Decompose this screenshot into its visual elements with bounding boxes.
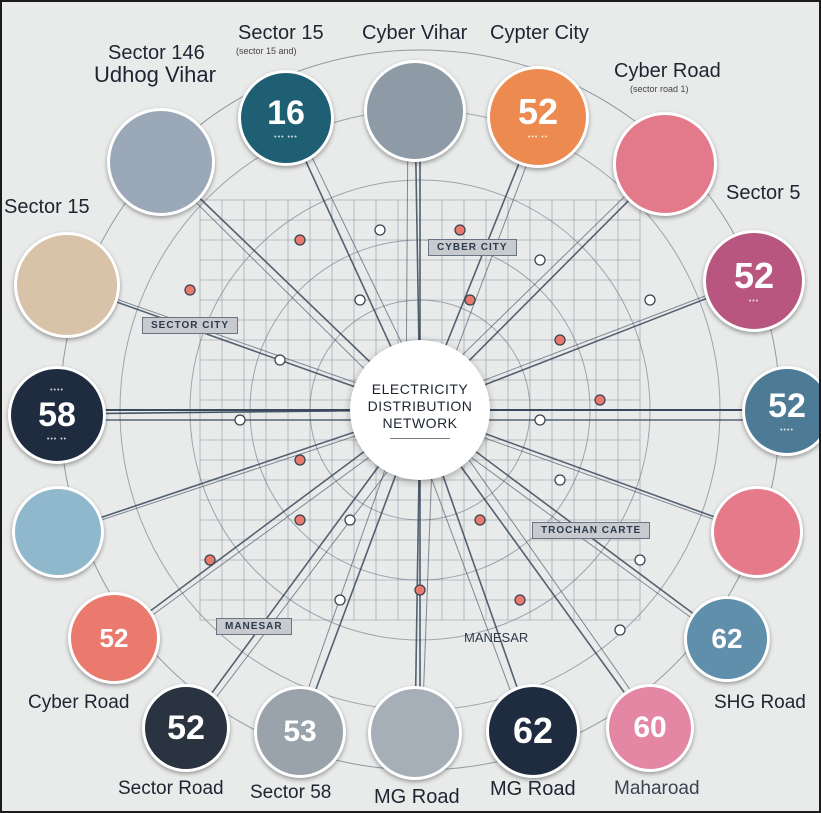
tag-trochan-carte: TROCHAN CARTE xyxy=(532,522,651,539)
node-62-right-number: 62 xyxy=(711,623,743,654)
node-52-top-caption: ••• •• xyxy=(527,133,549,141)
tag-cyber-city: CYBER CITY xyxy=(428,239,517,256)
node-53-bottom-number: 53 xyxy=(283,715,317,748)
node-map-cyber-vihar[interactable] xyxy=(364,60,466,162)
tag-manesar-left: MANESAR xyxy=(216,618,292,635)
junction-dot xyxy=(554,474,566,486)
label-sector-15-top: Sector 15 xyxy=(238,22,324,44)
center-title-line-1: ELECTRICITY xyxy=(371,381,469,397)
node-52-far-right[interactable]: 52 •••• xyxy=(742,366,821,456)
node-52-top-number: 52 xyxy=(517,90,559,132)
label-sector-58: Sector 58 xyxy=(250,782,332,803)
network-center-hub: ELECTRICITY DISTRIBUTION NETWORK xyxy=(350,340,490,480)
label-sector-15-left: Sector 15 xyxy=(4,196,90,218)
junction-dot xyxy=(294,454,306,466)
node-map-sector-west[interactable] xyxy=(12,486,104,578)
label-cyber-road-bottom: Cyber Road xyxy=(28,692,130,713)
tag-sector-city: SECTOR CITY xyxy=(142,317,239,334)
label-manesar-right: MANESAR xyxy=(464,630,529,645)
junction-dot xyxy=(274,354,286,366)
node-map-mg-road[interactable] xyxy=(368,686,462,780)
label-sector-5-right: Sector 5 xyxy=(726,182,801,204)
junction-dot xyxy=(464,294,476,306)
node-60-bottom-number: 60 xyxy=(633,711,667,744)
label-maharoad: Maharoad xyxy=(614,778,700,799)
junction-dot xyxy=(184,284,196,296)
junction-dot xyxy=(294,234,306,246)
node-52-bottom-left[interactable]: 52 xyxy=(68,592,160,684)
node-52-bottom[interactable]: 52 xyxy=(142,684,230,772)
junction-dot xyxy=(534,254,546,266)
junction-dot xyxy=(614,624,626,636)
junction-dot xyxy=(594,394,606,406)
junction-points xyxy=(184,224,656,636)
node-16[interactable]: 16 ••• ••• xyxy=(238,70,334,166)
junction-dot xyxy=(204,554,216,566)
node-52-far-right-caption: •••• xyxy=(780,426,794,434)
label-cyber-road-top: Cyber Road xyxy=(614,60,721,82)
node-map-sector-east[interactable] xyxy=(711,486,803,578)
junction-dot xyxy=(294,514,306,526)
label-cyber-road-top-sub: (sector road 1) xyxy=(630,84,689,94)
label-sector-146: Sector 146 xyxy=(108,42,205,64)
junction-dot xyxy=(474,514,486,526)
node-16-caption: ••• ••• xyxy=(274,133,298,141)
junction-dot xyxy=(514,594,526,606)
node-map-sector-15[interactable] xyxy=(14,232,120,338)
connection-line xyxy=(433,409,658,729)
junction-dot xyxy=(234,414,246,426)
node-52-bottom-left-number: 52 xyxy=(99,623,129,653)
node-map-udhog-vihar[interactable] xyxy=(107,108,215,216)
node-16-number: 16 xyxy=(267,93,305,132)
label-sector-15-top-sub: (sector 15 and) xyxy=(236,46,297,56)
node-58-caption-top: •••• xyxy=(50,387,64,394)
node-52-top[interactable]: 52 ••• •• xyxy=(487,66,589,168)
junction-dot xyxy=(644,294,656,306)
node-58-number: 58 xyxy=(38,396,76,434)
label-mg-road-1: MG Road xyxy=(374,786,460,808)
node-map-cyber-road[interactable] xyxy=(613,112,717,216)
node-60-bottom[interactable]: 60 xyxy=(606,684,694,772)
label-shg-road: SHG Road xyxy=(714,692,806,713)
node-52-right[interactable]: 52 ••• xyxy=(703,230,805,332)
junction-dot xyxy=(344,514,356,526)
node-52-bottom-number: 52 xyxy=(167,709,205,747)
junction-dot xyxy=(454,224,466,236)
node-52-right-caption: ••• xyxy=(748,297,760,305)
node-53-bottom[interactable]: 53 xyxy=(254,686,346,778)
node-52-right-number: 52 xyxy=(733,254,775,296)
junction-dot xyxy=(354,294,366,306)
junction-dot xyxy=(334,594,346,606)
center-title-line-3: NETWORK xyxy=(382,415,458,431)
label-sector-road: Sector Road xyxy=(118,778,224,799)
node-62-bottom-number: 62 xyxy=(512,710,554,751)
label-udhog-vihar: Udhog Vihar xyxy=(94,62,216,87)
node-58[interactable]: •••• 58 ••• •• xyxy=(8,366,106,464)
junction-dot xyxy=(634,554,646,566)
node-62-right[interactable]: 62 xyxy=(684,596,770,682)
node-58-caption: ••• •• xyxy=(46,436,68,443)
label-cyber-vihar: Cyber Vihar xyxy=(362,22,468,44)
node-62-bottom[interactable]: 62 xyxy=(486,684,580,778)
center-underline xyxy=(390,438,450,439)
label-mg-road-2: MG Road xyxy=(490,778,576,800)
center-title-line-2: DISTRIBUTION xyxy=(367,398,473,414)
node-52-far-right-number: 52 xyxy=(768,386,806,425)
junction-dot xyxy=(374,224,386,236)
junction-dot xyxy=(414,584,426,596)
junction-dot xyxy=(534,414,546,426)
label-cypter-city: Cypter City xyxy=(490,22,589,44)
junction-dot xyxy=(554,334,566,346)
